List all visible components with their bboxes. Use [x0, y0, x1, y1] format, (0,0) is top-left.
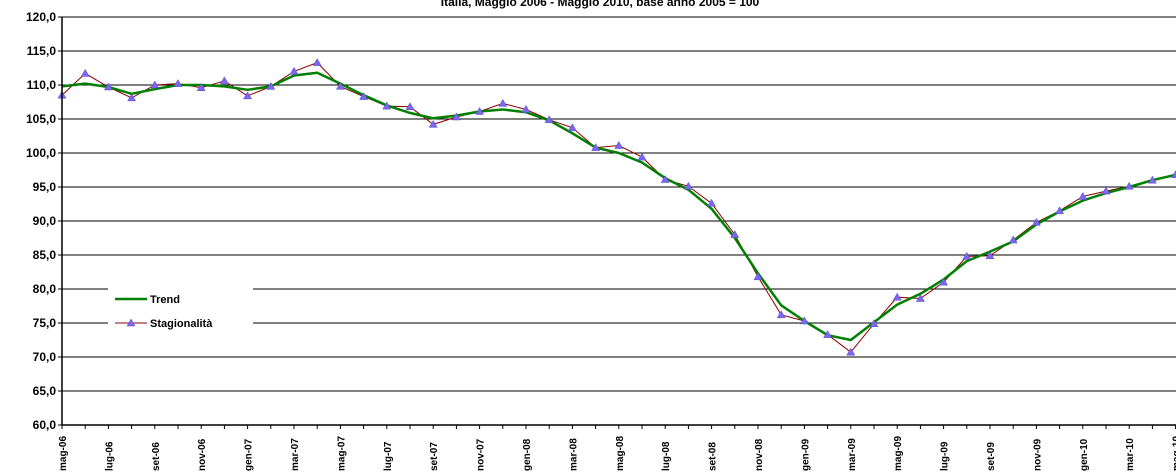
data-point-stagionalita — [846, 347, 856, 356]
x-tick-label: mag-07 — [336, 436, 347, 471]
x-axis-ticks: mag-06 lug-06 set-06 nov-06 gen-07 mar-07 mag-… — [58, 425, 1176, 471]
data-point-stagionalita — [707, 198, 717, 207]
data-point-stagionalita — [219, 76, 229, 85]
data-point-stagionalita — [405, 102, 415, 111]
y-tick-label: 65,0 — [33, 384, 57, 398]
x-tick-label: lug-08 — [661, 441, 672, 471]
x-tick-label: gen-07 — [244, 438, 255, 471]
legend-box — [108, 288, 253, 334]
data-point-stagionalita — [869, 319, 879, 327]
data-point-stagionalita — [196, 83, 206, 91]
data-point-stagionalita — [730, 230, 740, 238]
x-tick-label: lug-07 — [383, 441, 394, 471]
data-point-stagionalita — [451, 112, 461, 121]
data-point-stagionalita — [591, 143, 601, 151]
data-point-stagionalita — [475, 106, 485, 115]
data-point-stagionalita — [1124, 181, 1134, 190]
y-axis-ticks: 60,0 65,0 70,0 75,0 80,0 85,0 90,0 95,0 100,0 105… — [26, 10, 62, 432]
data-point-stagionalita — [985, 251, 995, 259]
x-tick-label: mar-09 — [847, 438, 858, 471]
legend: Trend Stagionalità — [108, 288, 253, 334]
data-point-stagionalita — [266, 81, 276, 90]
data-point-stagionalita — [150, 80, 160, 89]
x-tick-label: mag-10 — [1172, 436, 1176, 471]
y-tick-label: 110,0 — [27, 78, 57, 92]
data-point-stagionalita — [359, 92, 369, 100]
data-point-stagionalita — [892, 292, 902, 301]
y-tick-label: 85,0 — [33, 248, 57, 262]
y-tick-label: 105,0 — [26, 112, 56, 126]
x-tick-label: set-07 — [429, 442, 440, 471]
chart-title: Italia, Maggio 2006 - Maggio 2010, base … — [441, 0, 760, 9]
data-point-stagionalita — [312, 58, 322, 66]
data-point-stagionalita — [1055, 206, 1065, 215]
x-tick-label: mag-06 — [58, 436, 69, 471]
legend-trend-label: Trend — [150, 294, 180, 306]
data-point-stagionalita — [382, 101, 392, 110]
y-tick-label: 120,0 — [26, 10, 56, 24]
y-tick-label: 90,0 — [33, 214, 57, 228]
data-point-stagionalita — [173, 79, 183, 87]
x-tick-label: mar-07 — [290, 438, 301, 471]
data-point-stagionalita — [567, 123, 577, 132]
axes — [61, 17, 1176, 426]
x-tick-label: set-08 — [708, 442, 719, 471]
data-point-stagionalita — [637, 152, 647, 161]
x-tick-label: gen-08 — [522, 438, 533, 471]
x-tick-label: gen-10 — [1079, 438, 1090, 471]
data-point-stagionalita — [799, 316, 809, 325]
data-point-stagionalita — [428, 119, 438, 128]
data-point-stagionalita — [1147, 175, 1157, 184]
gridlines — [62, 16, 1176, 426]
x-tick-label: mar-10 — [1125, 438, 1136, 471]
y-tick-label: 80,0 — [33, 282, 57, 296]
x-tick-label: mag-08 — [615, 436, 626, 471]
data-point-stagionalita — [753, 272, 763, 281]
data-point-stagionalita — [103, 82, 113, 91]
data-point-stagionalita — [1008, 235, 1018, 244]
y-tick-label: 75,0 — [33, 316, 57, 330]
legend-stagionalita-label: Stagionalità — [150, 318, 213, 330]
x-tick-label: nov-09 — [1032, 438, 1043, 471]
data-point-stagionalita — [614, 140, 624, 149]
data-point-stagionalita — [1031, 217, 1041, 226]
y-tick-label: 95,0 — [33, 180, 57, 194]
x-tick-label: lug-09 — [940, 441, 951, 471]
data-point-stagionalita — [962, 251, 972, 260]
data-point-stagionalita — [939, 277, 949, 286]
data-point-stagionalita — [335, 81, 345, 90]
x-tick-label: lug-06 — [104, 441, 115, 471]
data-point-stagionalita — [1078, 191, 1088, 200]
data-point-stagionalita — [127, 93, 137, 102]
y-tick-label: 100,0 — [26, 146, 56, 160]
data-point-stagionalita — [80, 68, 90, 77]
data-point-stagionalita — [521, 104, 531, 113]
data-point-stagionalita — [289, 66, 299, 75]
data-point-stagionalita — [823, 330, 833, 338]
x-tick-label: nov-06 — [197, 438, 208, 471]
y-tick-label: 60,0 — [33, 418, 57, 432]
data-point-stagionalita — [683, 181, 693, 190]
series-markers — [57, 58, 1176, 356]
data-point-stagionalita — [498, 98, 508, 107]
x-tick-label: set-09 — [986, 442, 997, 471]
y-tick-label: 115,0 — [27, 44, 57, 58]
data-point-stagionalita — [915, 293, 925, 302]
data-point-stagionalita — [776, 310, 786, 319]
x-tick-label: mag-09 — [893, 436, 904, 471]
data-point-stagionalita — [243, 91, 253, 100]
x-tick-label: nov-08 — [754, 438, 765, 471]
legend-stagionalita-marker — [126, 318, 136, 327]
x-tick-label: mar-08 — [568, 438, 579, 471]
x-tick-label: set-06 — [151, 442, 162, 471]
x-tick-label: nov-07 — [476, 438, 487, 471]
x-tick-label: gen-09 — [800, 438, 811, 471]
data-point-stagionalita — [1101, 186, 1111, 195]
y-tick-label: 70,0 — [33, 350, 57, 364]
data-point-stagionalita — [660, 174, 670, 183]
data-point-stagionalita — [544, 115, 554, 123]
